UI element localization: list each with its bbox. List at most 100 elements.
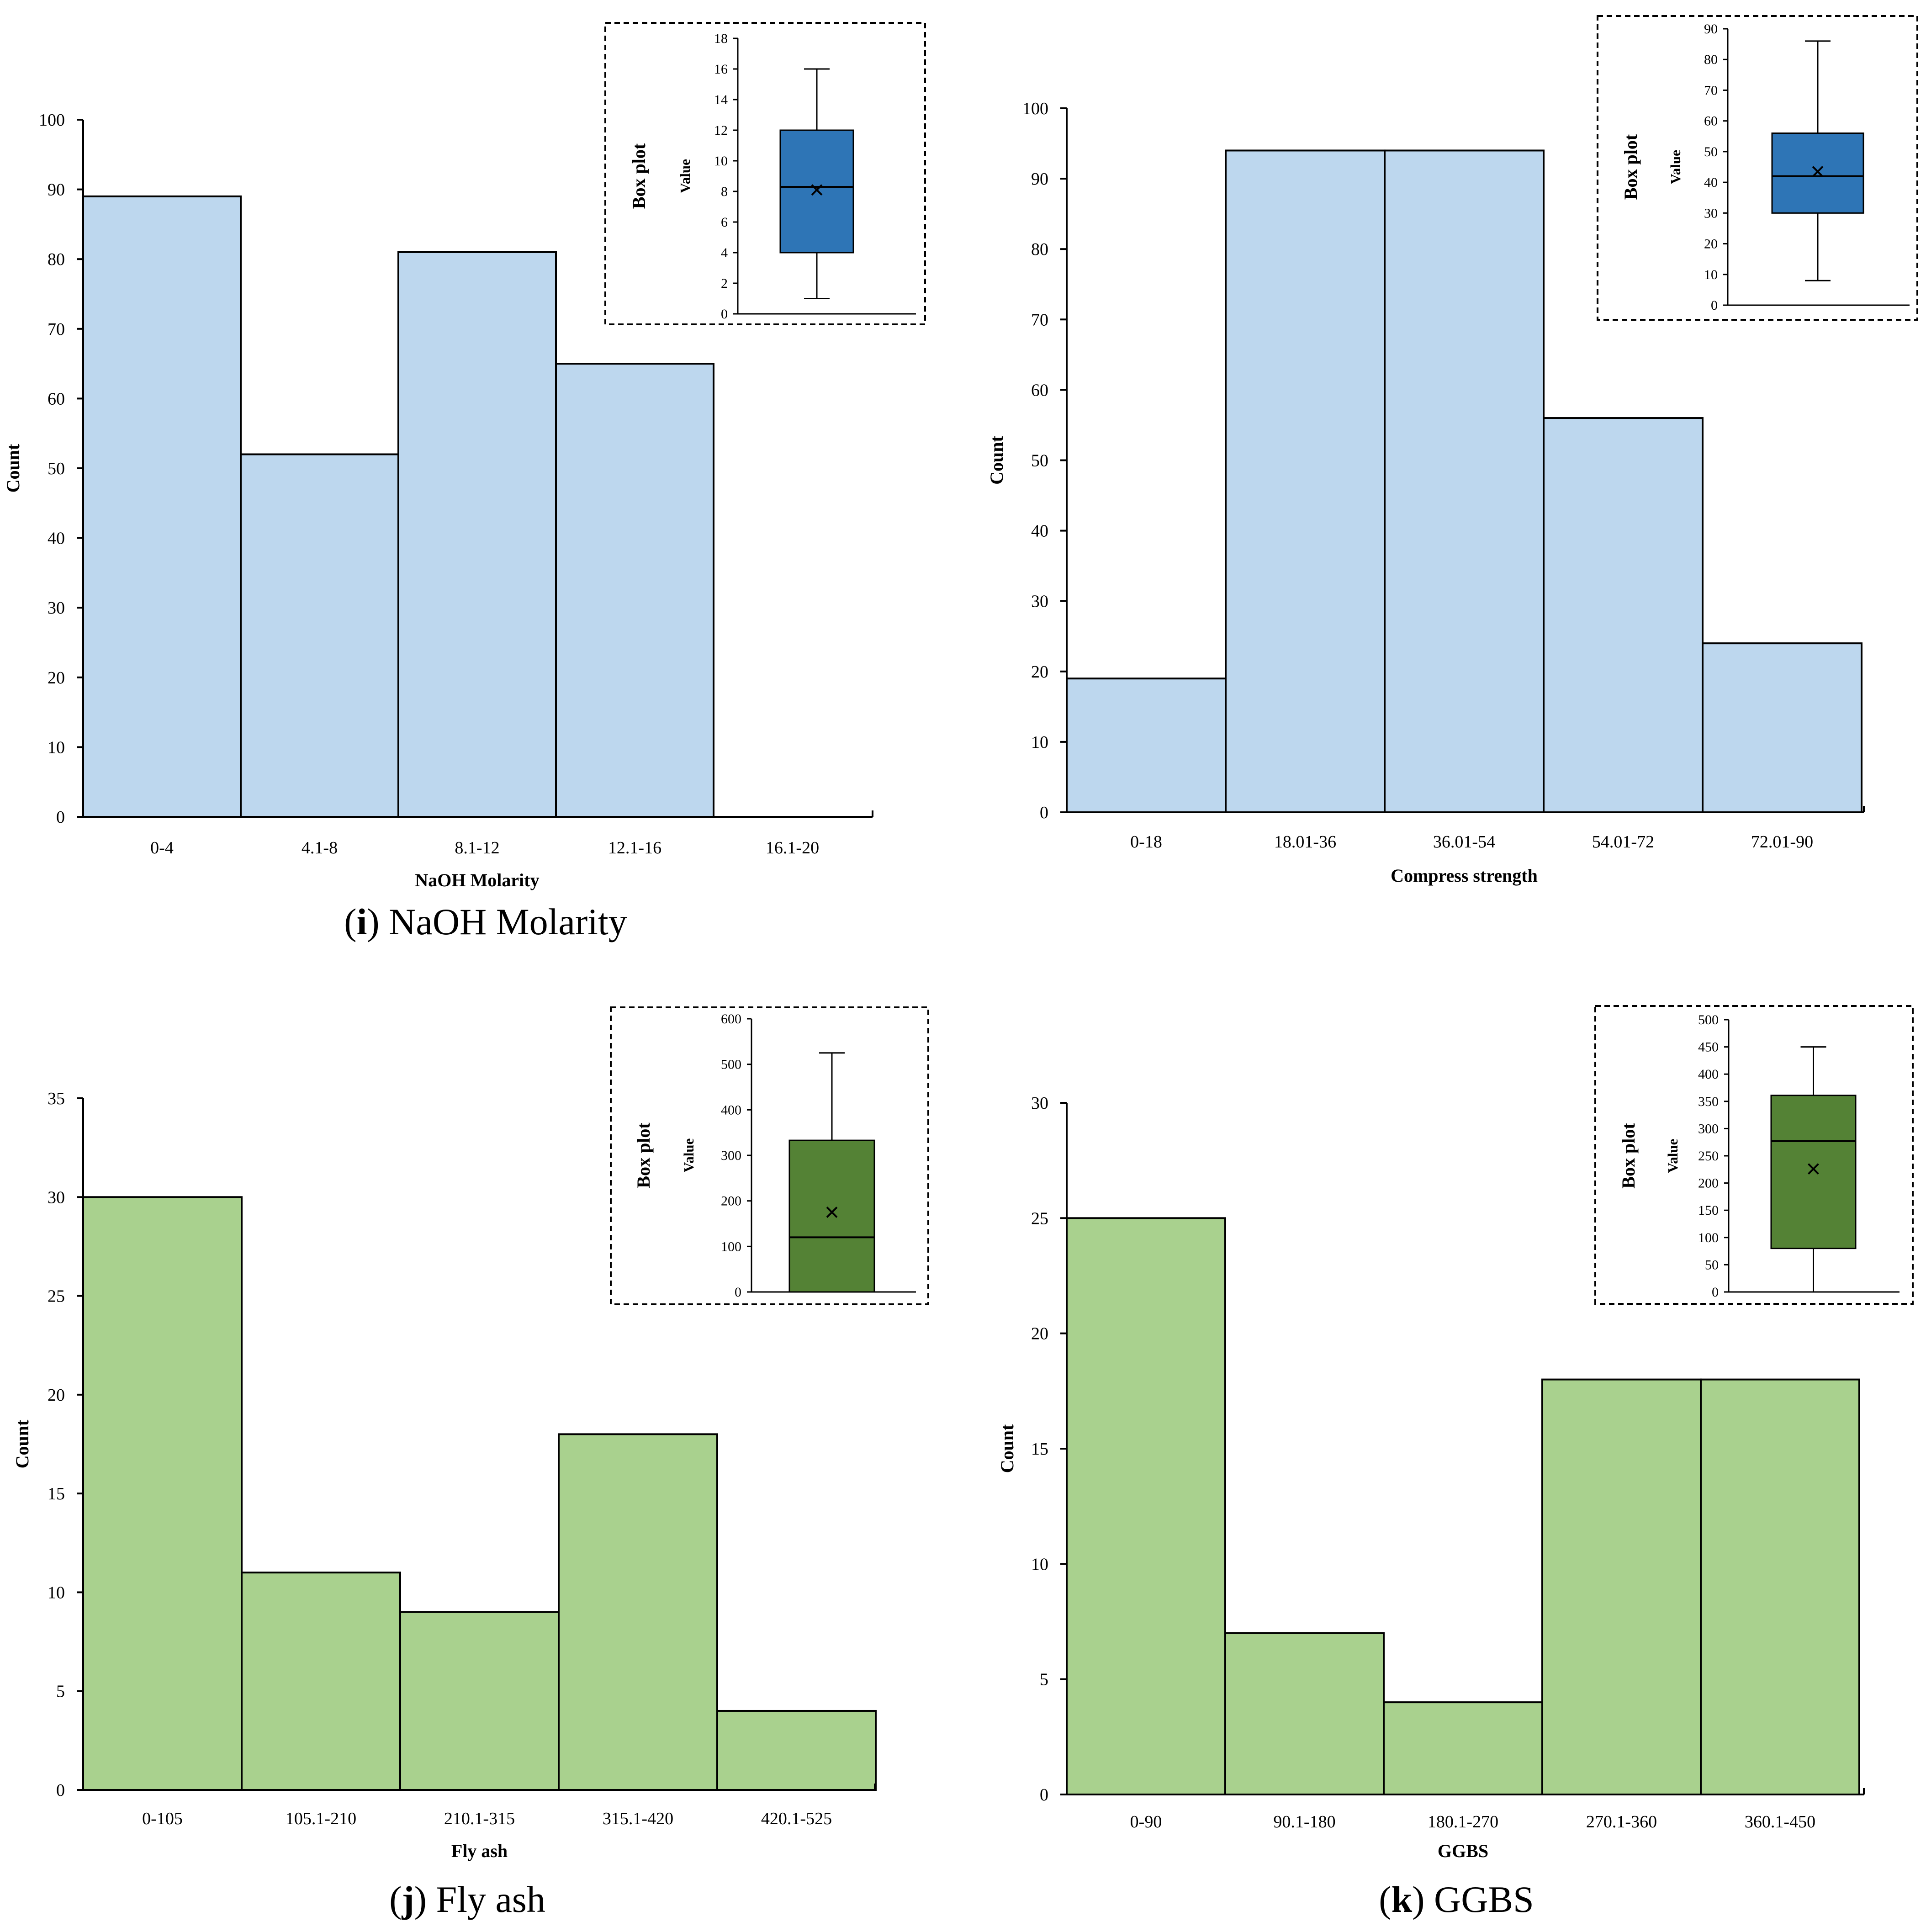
- caption-paren-open: (: [389, 1879, 402, 1920]
- y-tick-label: 40: [1031, 522, 1048, 541]
- x-tick-label: 36.01-54: [1433, 832, 1495, 852]
- inset-title: Box plot: [629, 143, 649, 209]
- inset-y-tick-label: 12: [714, 123, 728, 138]
- histogram-bar: [1224, 1632, 1385, 1796]
- y-tick-label: 10: [1031, 1555, 1048, 1574]
- caption-text: GGBS: [1434, 1879, 1534, 1920]
- histogram-bar: [82, 195, 242, 818]
- inset-y-tick-label: 20: [1704, 237, 1718, 252]
- x-tick-label: 0-105: [142, 1809, 183, 1828]
- y-tick-label: 90: [1031, 169, 1048, 189]
- y-tick-label: 0: [56, 808, 65, 827]
- inset-y-tick-label: 16: [714, 62, 728, 77]
- inset-frame: [610, 1006, 929, 1305]
- caption-paren-close: ): [414, 1879, 436, 1920]
- caption-label: j: [401, 1879, 414, 1920]
- histogram-bar: [1383, 1701, 1543, 1795]
- y-tick-label: 0: [56, 1781, 65, 1800]
- inset-title: Box plot: [633, 1122, 654, 1188]
- y-tick-label: 0: [1040, 803, 1048, 822]
- y-tick-label: 35: [48, 1089, 65, 1108]
- chart-panel-3: 0-105 105.1-210 210.1-315 315.1-420 420.1-52…: [12, 1006, 929, 1920]
- x-axis-title: GGBS: [1438, 1841, 1488, 1861]
- caption-label: k: [1392, 1879, 1413, 1920]
- y-tick-label: 60: [1031, 381, 1048, 400]
- box-plot-inset: 0 100 200 300 400 500 600 Box plot Value: [610, 1006, 929, 1305]
- inset-frame: [1594, 1005, 1914, 1305]
- y-tick-label: 15: [1031, 1440, 1048, 1459]
- inset-y-tick-label: 10: [714, 154, 728, 169]
- x-axis-title: NaOH Molarity: [415, 870, 539, 890]
- x-tick-label: 8.1-12: [455, 838, 499, 857]
- figure-caption: (k) GGBS: [1379, 1879, 1534, 1920]
- histogram-bar: [558, 1433, 718, 1791]
- inset-y-tick-label: 90: [1704, 21, 1718, 37]
- inset-y-tick-label: 400: [1698, 1067, 1719, 1082]
- x-tick-label: 105.1-210: [286, 1809, 356, 1828]
- mean-marker: [811, 184, 823, 196]
- mean-marker: [1812, 166, 1824, 177]
- y-tick-label: 0: [1040, 1785, 1048, 1805]
- caption-text: Fly ash: [436, 1879, 545, 1920]
- y-axis-title: Count: [986, 435, 1007, 484]
- x-tick-label: 0-90: [1130, 1812, 1162, 1831]
- inset-y-tick-label: 0: [735, 1285, 741, 1300]
- x-tick-label: 270.1-360: [1586, 1812, 1657, 1831]
- y-tick-label: 50: [1031, 451, 1048, 471]
- inset-y-tick-label: 0: [721, 307, 728, 322]
- x-tick-label: 420.1-525: [761, 1809, 832, 1828]
- inset-y-tick-label: 400: [721, 1102, 741, 1117]
- y-tick-label: 70: [48, 320, 65, 339]
- caption-paren-open: (: [1379, 1879, 1391, 1920]
- x-tick-label: 16.1-20: [766, 838, 819, 857]
- caption-label: i: [357, 901, 367, 942]
- y-tick-label: 50: [48, 459, 65, 478]
- histogram-bar: [1702, 642, 1863, 814]
- x-tick-label: 0-4: [150, 838, 174, 857]
- histogram-bar: [1066, 678, 1227, 813]
- iqr-box: [788, 1139, 875, 1293]
- inset-y-tick-label: 60: [1704, 114, 1718, 129]
- histogram-bar: [1225, 149, 1386, 814]
- inset-y-tick-label: 6: [721, 215, 728, 230]
- y-tick-label: 30: [48, 1188, 65, 1207]
- inset-y-tick-label: 300: [1698, 1121, 1719, 1136]
- inset-y-tick-label: 80: [1704, 52, 1718, 67]
- y-tick-label: 80: [1031, 240, 1048, 259]
- histogram-bar: [397, 251, 557, 818]
- chart-panel-2: 0-18 18.01-36 36.01-54 54.01-72 72.01-90 0 10 2…: [986, 15, 1918, 886]
- x-tick-label: 90.1-180: [1273, 1812, 1335, 1831]
- chart-panel-1: 0-4 4.1-8 8.1-12 12.1-16 16.1-20010203040506…: [3, 22, 926, 942]
- caption-text: NaOH Molarity: [389, 901, 627, 942]
- y-axis-title: Count: [997, 1424, 1017, 1473]
- histogram-bar: [1384, 149, 1545, 814]
- y-tick-label: 25: [1031, 1209, 1048, 1228]
- inset-y-tick-label: 100: [721, 1239, 741, 1254]
- chart-panel-4: 0-90 90.1-180 180.1-270 270.1-360 360.1-450 0…: [997, 1005, 1914, 1920]
- y-tick-label: 10: [48, 1583, 65, 1602]
- inset-y-tick-label: 4: [721, 245, 728, 260]
- inset-y-tick-label: 0: [1712, 1285, 1719, 1300]
- y-tick-label: 30: [1031, 1094, 1048, 1113]
- box-plot-inset: 0 2 4 6 8 10 12 14 16 18 Box plot Value: [604, 22, 926, 325]
- inset-y-axis-title: Value: [681, 1138, 697, 1173]
- inset-y-tick-label: 0: [1711, 298, 1718, 313]
- inset-y-tick-label: 300: [721, 1148, 741, 1163]
- inset-y-tick-label: 2: [721, 276, 728, 291]
- caption-paren-open: (: [344, 901, 356, 942]
- y-tick-label: 5: [56, 1682, 65, 1701]
- x-tick-label: 72.01-90: [1751, 832, 1813, 852]
- inset-y-tick-label: 100: [1698, 1230, 1719, 1245]
- y-tick-label: 10: [1031, 733, 1048, 752]
- y-tick-label: 100: [1022, 99, 1048, 118]
- histogram-bar: [1066, 1217, 1226, 1795]
- histogram-bar: [1541, 1378, 1702, 1796]
- iqr-box: [779, 129, 854, 254]
- caption-paren-close: ): [1412, 1879, 1434, 1920]
- figure-caption: (j) Fly ash: [389, 1879, 545, 1920]
- y-tick-label: 10: [48, 738, 65, 757]
- histogram-bar: [240, 453, 399, 818]
- y-axis-title: Count: [12, 1419, 32, 1468]
- x-axis-title: Compress strength: [1391, 865, 1538, 886]
